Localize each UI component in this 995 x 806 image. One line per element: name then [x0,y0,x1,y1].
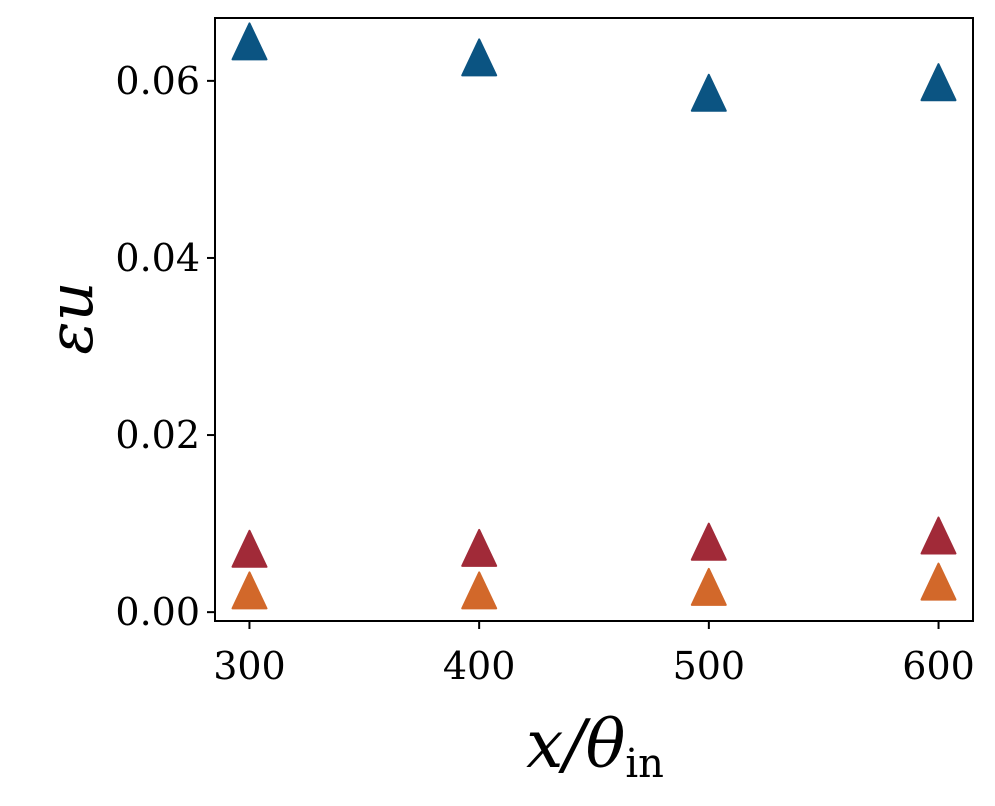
data-point-series-3 [920,562,957,601]
x-tick-label: 400 [443,644,516,688]
x-tick-label: 600 [902,644,975,688]
plot-area [215,18,973,621]
y-tick-label: 0.04 [115,236,200,280]
x-axis-label: x/θin [526,706,664,787]
x-tick-label: 300 [213,644,286,688]
y-axis-label: εu [34,281,107,354]
data-point-series-3 [231,571,268,610]
data-point-series-2 [461,528,498,567]
y-tick-label: 0.00 [115,590,200,634]
data-point-series-1 [461,38,498,77]
x-tick-label: 500 [673,644,746,688]
x-axis-label-subscript: in [625,741,664,787]
data-point-series-1 [920,63,957,102]
data-point-series-2 [231,529,268,568]
data-point-series-1 [690,73,727,112]
y-axis-label-subscript: u [34,281,107,321]
data-point-series-3 [461,571,498,610]
y-axis-label-base: ε [34,321,107,354]
y-tick-label: 0.02 [115,413,200,457]
data-point-series-1 [231,22,268,61]
plot-frame [214,17,974,622]
x-axis-ticks: 300 400 500 600 [213,621,975,688]
data-point-series-2 [690,522,727,561]
data-points [231,22,957,610]
y-tick-label: 0.06 [115,59,200,103]
y-axis-ticks: 0.00 0.02 0.04 0.06 [115,59,215,634]
x-axis-label-base: x/θ [526,706,625,783]
data-point-series-2 [920,516,957,555]
data-point-series-3 [690,567,727,606]
